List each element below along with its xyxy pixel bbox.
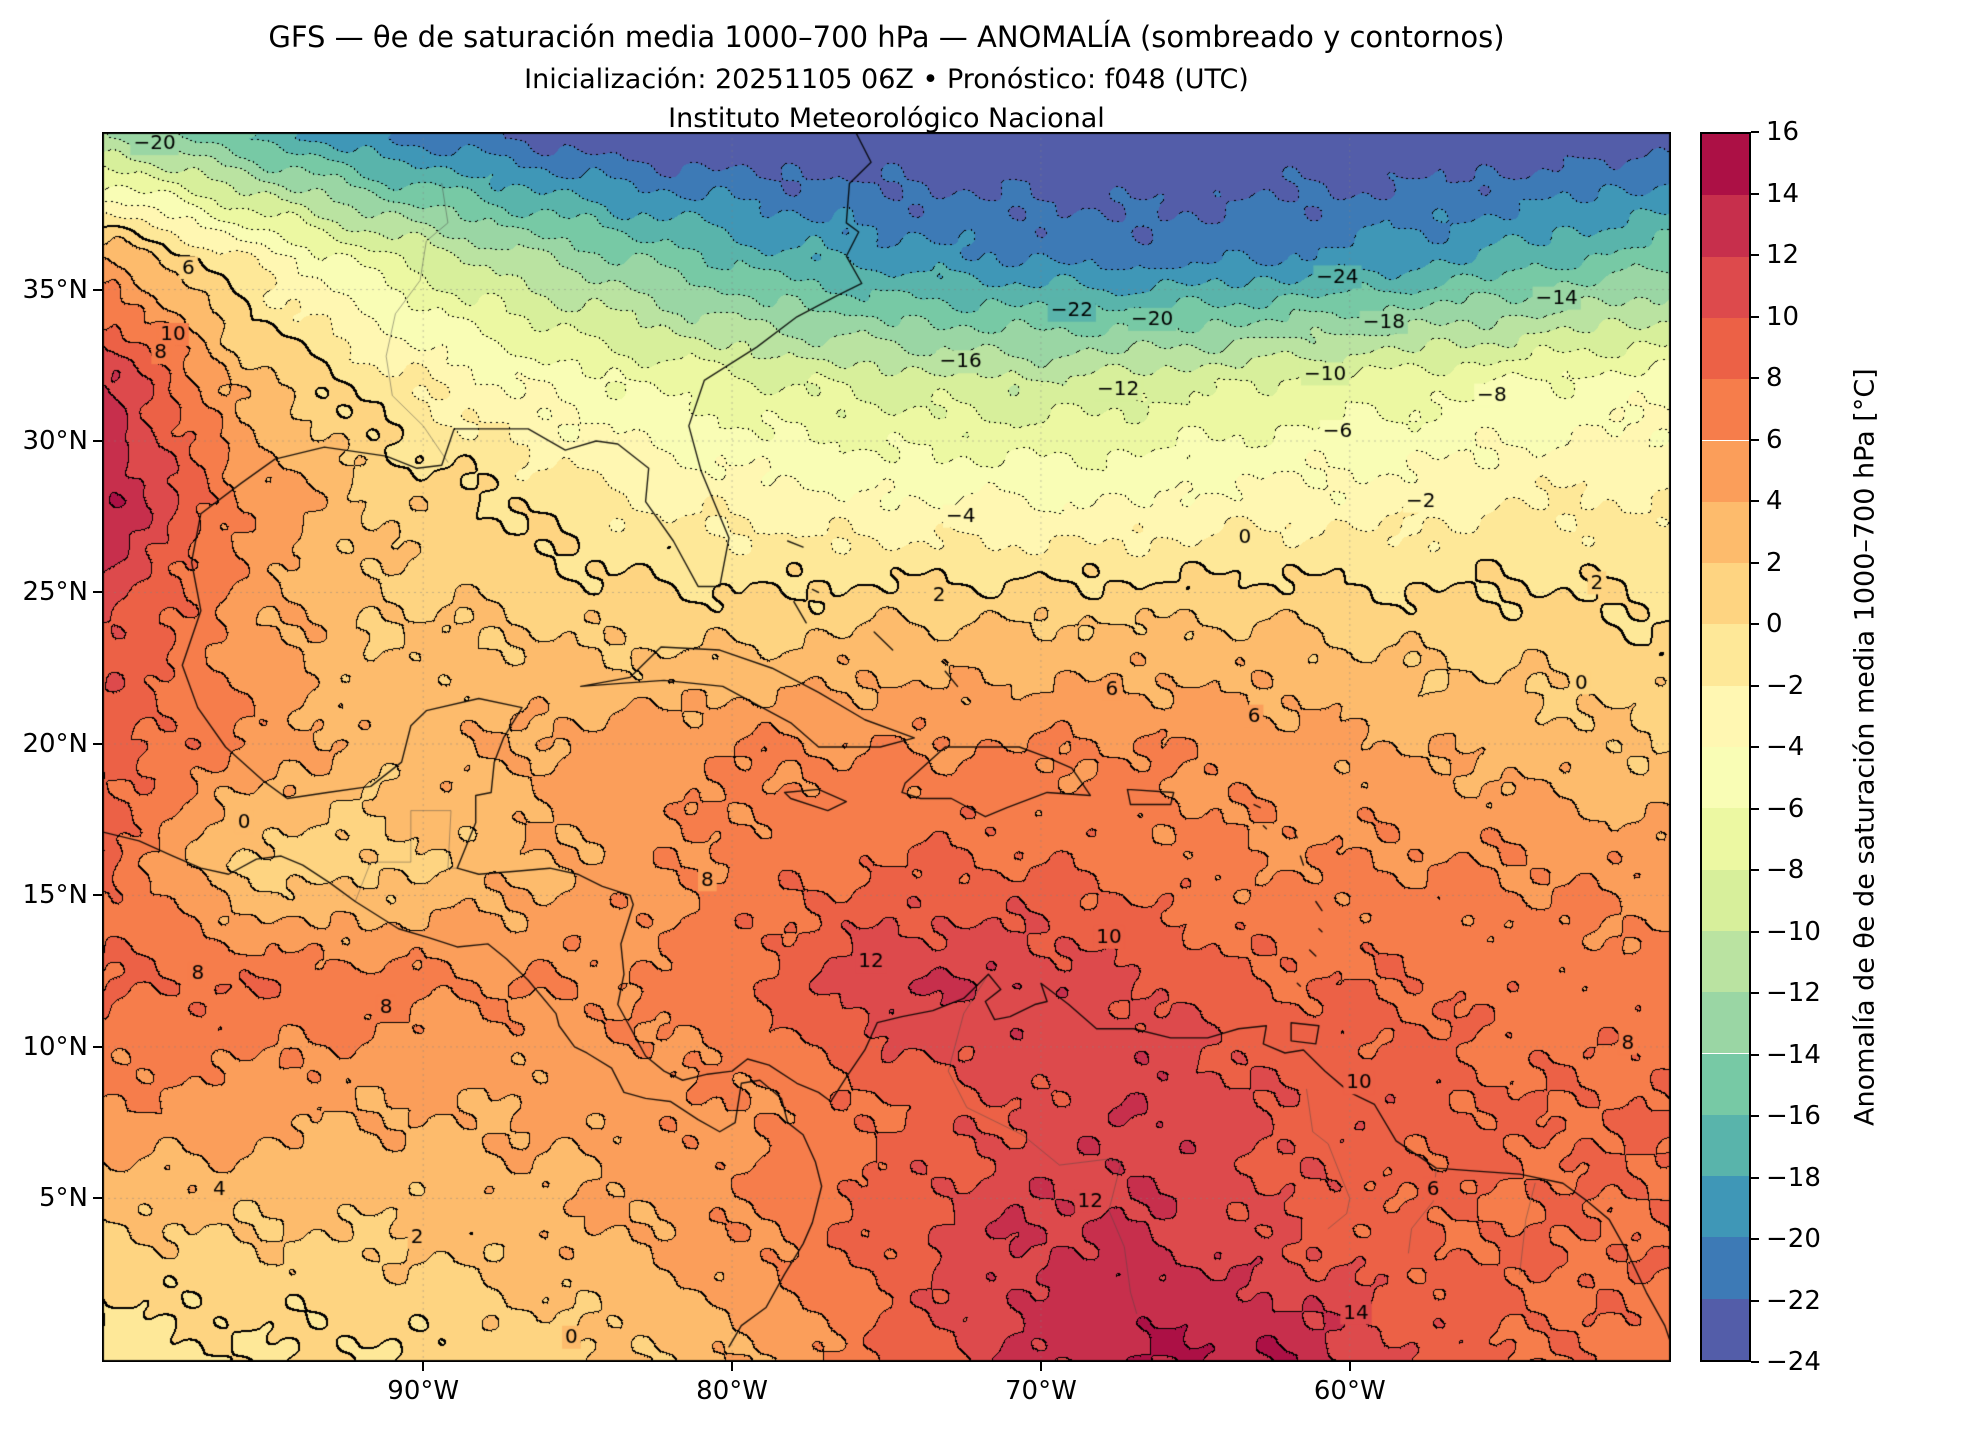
colorbar-tick-label: 8 (1766, 363, 1783, 393)
x-tick-mark (422, 1362, 425, 1371)
colorbar-segment (1702, 563, 1749, 625)
y-tick-label: 10°N (22, 1031, 88, 1062)
colorbar-segment (1702, 1176, 1749, 1238)
colorbar-segment (1702, 624, 1749, 686)
colorbar-tick-mark (1751, 1238, 1759, 1240)
colorbar-tick-mark (1751, 500, 1759, 502)
y-tick-mark (93, 440, 102, 442)
x-tick-mark (1348, 1362, 1351, 1371)
colorbar-segment (1702, 992, 1749, 1054)
colorbar-tick-mark (1751, 1053, 1759, 1056)
chart-subtitle: Inicialización: 20251105 06Z • Pronóstic… (524, 64, 1249, 95)
colorbar-tick-label: −18 (1766, 1162, 1821, 1193)
colorbar-tick-label: −6 (1766, 793, 1805, 824)
x-tick-mark (1039, 1362, 1042, 1371)
colorbar-segment (1702, 869, 1749, 931)
colorbar-tick-label: −4 (1766, 732, 1805, 762)
colorbar-tick-label: −22 (1766, 1285, 1821, 1316)
y-tick-mark (93, 742, 102, 745)
y-tick-label: 25°N (22, 577, 88, 608)
colorbar-tick-label: −20 (1766, 1224, 1821, 1254)
colorbar-segment (1702, 808, 1749, 870)
colorbar-segment (1702, 747, 1749, 809)
colorbar-tick-mark (1751, 1361, 1759, 1363)
colorbar-segment (1702, 379, 1749, 441)
x-tick-label: 70°W (1005, 1376, 1077, 1406)
colorbar-segment (1702, 256, 1749, 318)
x-tick-mark (731, 1362, 734, 1371)
colorbar-tick-label: 14 (1766, 178, 1800, 209)
colorbar-tick-label: −24 (1766, 1347, 1821, 1377)
colorbar-tick-label: −8 (1766, 855, 1805, 885)
colorbar-tick-mark (1751, 131, 1759, 133)
colorbar-segment (1702, 930, 1749, 993)
x-tick-label: 80°W (696, 1376, 768, 1406)
colorbar-tick-label: −14 (1766, 1039, 1821, 1070)
colorbar-tick-mark (1751, 807, 1759, 810)
colorbar-tick-label: 0 (1766, 609, 1783, 639)
colorbar-tick-mark (1751, 930, 1759, 933)
y-tick-label: 30°N (22, 426, 88, 456)
colorbar-segment (1702, 1053, 1749, 1115)
x-tick-label: 60°W (1313, 1376, 1386, 1406)
y-tick-label: 15°N (22, 880, 88, 911)
colorbar-tick-mark (1751, 315, 1759, 318)
colorbar-tick-mark (1751, 561, 1759, 564)
colorbar-segment (1702, 440, 1749, 502)
colorbar-tick-label: 12 (1766, 240, 1800, 270)
colorbar-tick-mark (1751, 746, 1759, 748)
colorbar-label: Anomalía de θe de saturación media 1000–… (1849, 368, 1881, 1126)
colorbar-tick-label: 4 (1766, 486, 1783, 516)
colorbar-segment (1702, 134, 1749, 196)
colorbar-tick-mark (1751, 192, 1759, 195)
colorbar-tick-mark (1751, 1299, 1759, 1302)
colorbar-tick-label: 10 (1766, 301, 1800, 332)
colorbar-segment (1702, 685, 1749, 747)
colorbar-tick-mark (1751, 869, 1759, 871)
x-tick-label: 90°W (387, 1376, 460, 1406)
colorbar (1700, 132, 1751, 1362)
colorbar-tick-label: 2 (1766, 547, 1783, 578)
colorbar-tick-label: −2 (1766, 670, 1805, 701)
colorbar-segment (1702, 1237, 1749, 1299)
colorbar-tick-mark (1751, 377, 1759, 379)
colorbar-segment (1702, 195, 1749, 257)
colorbar-tick-mark (1751, 1176, 1759, 1179)
colorbar-tick-mark (1751, 438, 1759, 441)
chart-institution: Instituto Meteorológico Nacional (668, 103, 1105, 134)
colorbar-segment (1702, 1114, 1749, 1177)
y-tick-mark (93, 894, 102, 897)
colorbar-tick-mark (1751, 623, 1759, 625)
colorbar-tick-mark (1751, 992, 1759, 994)
colorbar-segment (1702, 501, 1749, 564)
colorbar-tick-label: 16 (1766, 117, 1800, 147)
colorbar-tick-mark (1751, 254, 1759, 256)
y-tick-label: 20°N (22, 728, 88, 759)
colorbar-tick-mark (1751, 1115, 1759, 1117)
y-tick-mark (93, 1045, 102, 1048)
y-tick-mark (93, 288, 102, 291)
colorbar-segment (1702, 1298, 1749, 1360)
colorbar-tick-mark (1751, 684, 1759, 687)
colorbar-tick-label: −12 (1766, 978, 1821, 1008)
y-tick-mark (93, 591, 102, 594)
colorbar-tick-label: −10 (1766, 916, 1821, 947)
y-tick-label: 5°N (39, 1183, 88, 1214)
y-tick-mark (93, 1197, 102, 1200)
y-tick-label: 35°N (22, 274, 88, 305)
colorbar-tick-label: −16 (1766, 1101, 1821, 1131)
colorbar-tick-label: 6 (1766, 424, 1783, 455)
colorbar-segment (1702, 317, 1749, 380)
anomaly-map-canvas (102, 132, 1671, 1362)
chart-title: GFS — θe de saturación media 1000–700 hP… (268, 20, 1505, 54)
